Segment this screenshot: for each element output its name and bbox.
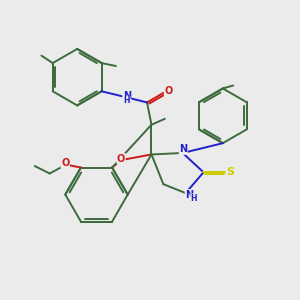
Text: S: S	[226, 167, 234, 177]
Text: O: O	[117, 154, 125, 164]
Text: H: H	[124, 97, 130, 106]
Text: N: N	[185, 190, 193, 200]
Text: O: O	[61, 158, 69, 168]
Text: H: H	[191, 194, 197, 203]
Text: N: N	[179, 144, 188, 154]
Text: O: O	[164, 85, 172, 96]
Text: N: N	[123, 91, 131, 100]
